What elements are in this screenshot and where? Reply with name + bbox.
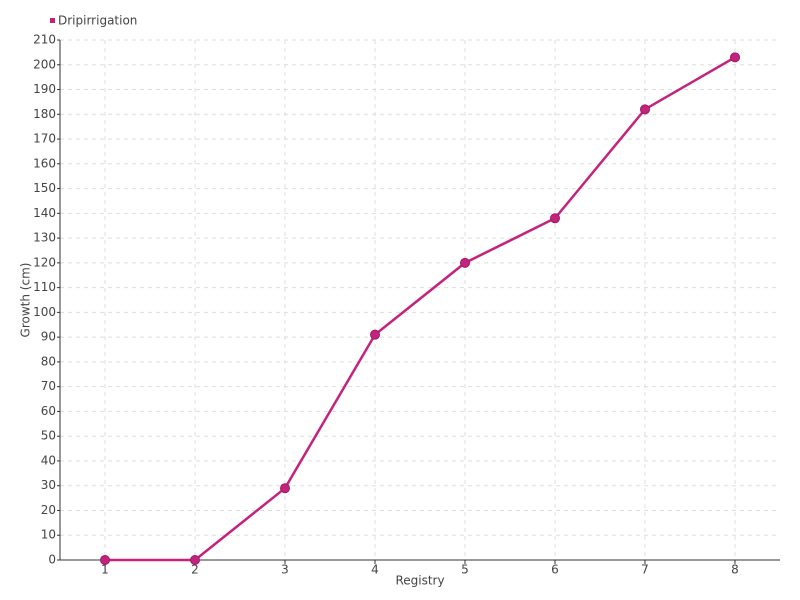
- y-tick-label: 40: [41, 453, 56, 467]
- x-axis-label: Registry: [395, 574, 444, 588]
- y-tick-label: 30: [41, 478, 56, 492]
- y-tick-label: 150: [33, 181, 56, 195]
- y-tick-label: 70: [41, 379, 56, 393]
- y-axis-label: Growth (cm): [19, 263, 33, 338]
- y-tick-label: 160: [33, 156, 56, 170]
- y-tick-label: 90: [41, 330, 56, 344]
- y-tick-label: 130: [33, 231, 56, 245]
- data-point: [640, 104, 650, 115]
- series-line: [105, 56, 736, 562]
- y-tick-label: 190: [33, 82, 56, 96]
- x-tick-label: 3: [281, 563, 289, 577]
- y-tick-label: 80: [41, 354, 56, 368]
- x-tick-label: 5: [461, 563, 469, 577]
- y-tick-label: 210: [33, 33, 56, 47]
- y-tick-label: 100: [33, 305, 56, 319]
- y-tick-label: 0: [48, 553, 56, 567]
- y-tick-label: 140: [33, 206, 56, 220]
- y-tick-label: 20: [41, 503, 56, 517]
- y-tick-label: 50: [41, 429, 56, 443]
- y-tick-label: 10: [41, 528, 56, 542]
- y-tick-label: 180: [33, 107, 56, 121]
- y-tick-label: 200: [33, 57, 56, 71]
- legend-swatch: [50, 18, 55, 23]
- y-tick-label: 110: [33, 280, 56, 294]
- data-point: [460, 257, 470, 268]
- x-tick-label: 1: [101, 563, 109, 577]
- legend-label: Dripirrigation: [58, 14, 137, 28]
- data-point: [370, 329, 380, 340]
- data-point: [100, 555, 110, 565]
- y-tick-label: 120: [33, 255, 56, 269]
- data-point: [550, 213, 560, 224]
- x-tick-label: 4: [371, 563, 379, 577]
- data-point: [280, 483, 290, 494]
- x-tick-label: 8: [731, 563, 739, 577]
- x-tick-label: 6: [551, 563, 559, 577]
- data-point: [190, 555, 200, 565]
- data-point: [730, 52, 740, 63]
- y-tick-label: 170: [33, 132, 56, 146]
- x-tick-label: 7: [641, 563, 649, 577]
- y-tick-label: 60: [41, 404, 56, 418]
- x-tick-label: 2: [191, 563, 199, 577]
